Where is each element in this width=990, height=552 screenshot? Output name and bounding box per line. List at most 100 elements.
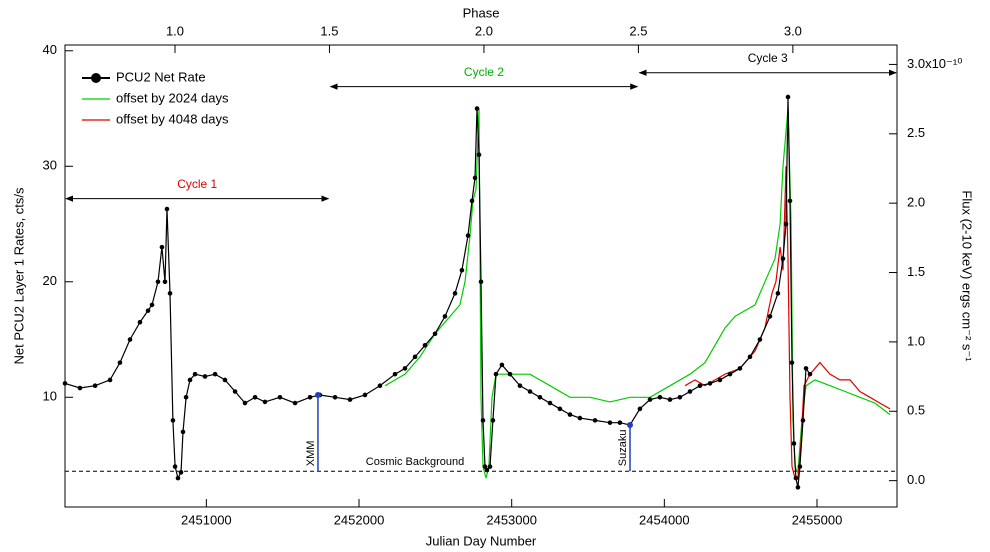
data-point [617, 420, 623, 425]
cycle-label: Cycle 1 [177, 177, 217, 191]
data-point [757, 337, 763, 342]
x-tick-label: 2455000 [792, 512, 843, 527]
data-point [362, 392, 368, 398]
data-point [787, 198, 793, 204]
legend-label: offset by 4048 days [116, 111, 229, 126]
data-point [292, 400, 298, 406]
data-point [432, 331, 438, 337]
data-point [137, 319, 143, 325]
data-point [452, 291, 458, 296]
data-point [62, 381, 68, 386]
cycle-label: Cycle 2 [464, 65, 504, 79]
data-point [476, 152, 482, 158]
data-point [517, 383, 523, 389]
data-point [789, 360, 795, 365]
data-point [493, 371, 499, 377]
data-point [159, 244, 165, 250]
plot-frame [64, 44, 898, 508]
x2-tick-label: 2.0 [475, 23, 493, 38]
data-point [793, 475, 799, 481]
data-point [783, 221, 789, 227]
background-label: Cosmic Background [366, 456, 464, 468]
obs-marker-label: Suzaku [617, 429, 629, 466]
x2-tick-label: 1.5 [320, 23, 338, 38]
data-point [192, 371, 198, 377]
data-point [687, 389, 693, 394]
data-point [127, 337, 133, 342]
x-axis-label: Julian Day Number [426, 533, 537, 548]
data-point [637, 406, 643, 412]
cycle-label: Cycle 3 [748, 51, 788, 65]
data-point [175, 475, 181, 481]
data-point [747, 354, 753, 360]
x-tick-label: 2452000 [334, 512, 385, 527]
data-point [474, 106, 480, 111]
data-point [167, 291, 173, 296]
data-point [145, 308, 151, 313]
data-point [667, 397, 673, 402]
y2-tick-label: 2.5 [907, 125, 925, 140]
x2-tick-label: 1.0 [166, 23, 184, 38]
data-point [172, 464, 178, 469]
data-point [92, 383, 98, 389]
data-point [347, 397, 353, 402]
data-point [149, 302, 155, 308]
data-point [490, 418, 496, 423]
x-tick-label: 2451000 [181, 512, 232, 527]
series-line [684, 166, 891, 479]
data-point [791, 441, 797, 446]
data-point [307, 394, 313, 400]
data-point [577, 415, 583, 421]
data-point [800, 418, 806, 423]
data-point [507, 371, 513, 377]
data-point [785, 94, 791, 100]
data-point [202, 374, 208, 379]
data-point [422, 343, 428, 348]
x2-axis-label: Phase [463, 5, 500, 20]
data-point [537, 394, 543, 400]
y-tick-label: 20 [43, 273, 57, 288]
data-point [178, 470, 184, 475]
data-point [567, 412, 573, 417]
data-point [442, 314, 448, 319]
y-tick-label: 30 [43, 158, 57, 173]
data-point [775, 291, 781, 296]
data-point [807, 371, 813, 377]
data-point [155, 279, 161, 285]
data-point [232, 389, 238, 394]
data-point [164, 206, 170, 212]
x-tick-label: 2454000 [639, 512, 690, 527]
data-point [212, 371, 218, 377]
y2-tick-label: 2.0 [907, 195, 925, 210]
data-point [170, 418, 176, 423]
obs-marker-dot [314, 391, 321, 398]
data-point [332, 394, 338, 400]
data-point [795, 485, 801, 490]
data-point [377, 383, 383, 389]
data-point [480, 418, 486, 423]
data-point [647, 397, 653, 402]
series-line [64, 96, 811, 488]
data-point [607, 420, 613, 425]
data-point [107, 377, 113, 383]
data-point [487, 464, 493, 469]
data-point [780, 256, 786, 261]
y-tick-label: 10 [43, 389, 57, 404]
data-point [737, 366, 743, 371]
series-line [384, 108, 891, 479]
data-point [499, 362, 505, 368]
data-point [478, 279, 484, 285]
obs-marker-label: XMM [305, 441, 317, 467]
data-point [412, 354, 418, 360]
y-axis-label: Net PCU2 Layer 1 Rates, cts/s [11, 187, 26, 365]
x-tick-label: 2453000 [486, 512, 537, 527]
data-point [527, 389, 533, 394]
data-point [180, 429, 186, 435]
data-point [677, 394, 683, 400]
data-point [717, 377, 723, 383]
data-point [484, 467, 490, 473]
y2-tick-label: 1.5 [907, 264, 925, 279]
x2-tick-label: 2.5 [629, 23, 647, 38]
data-point [707, 381, 713, 386]
